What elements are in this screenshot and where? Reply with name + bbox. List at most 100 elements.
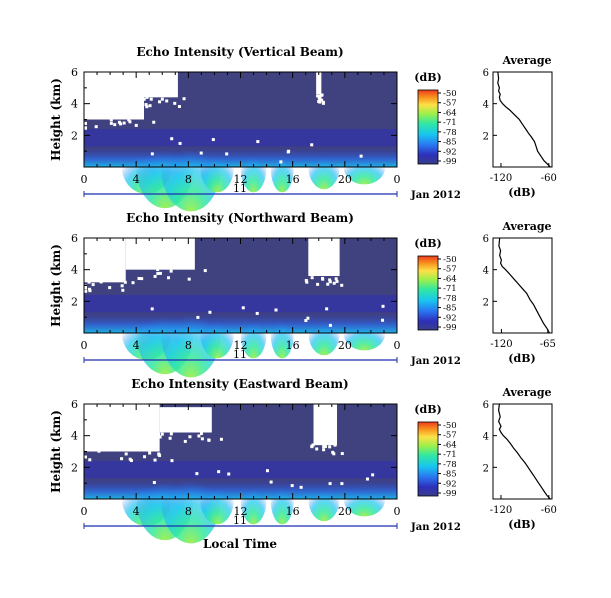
no-echo-speckle [88,289,92,293]
no-echo-speckle [91,283,95,287]
no-echo-speckle [332,281,336,285]
no-echo-speckle [131,281,135,285]
dropout-speckle [306,316,310,320]
no-echo-speckle [142,97,146,101]
no-echo-speckle [108,286,112,290]
x-tick-label: 0 [81,173,88,186]
panel-title: Echo Intensity (Vertical Beam) [136,45,343,59]
colorbar-tick-label: -71 [443,118,457,128]
no-echo-speckle [169,432,173,436]
no-echo-speckle [143,455,147,459]
colorbar-tick-label: -92 [443,479,457,489]
no-echo-speckle [118,268,122,272]
no-echo-speckle [152,120,156,124]
no-echo-speckle [168,436,172,440]
no-echo-speckle [219,437,223,441]
no-echo-region-1 [125,238,195,270]
no-echo-speckle [84,121,87,125]
colorbar-tick-label: -50 [443,255,457,265]
x-tick-label: 16 [286,505,300,518]
no-echo-speckle [119,122,123,126]
no-echo-speckle [94,125,98,129]
no-echo-speckle [318,94,322,98]
x-tick-label: 16 [286,173,300,186]
dropout-speckle [178,141,182,145]
y-tick-label: 2 [71,461,78,474]
no-echo-speckle [124,452,128,456]
no-echo-speckle [305,280,309,284]
colorbar-unit: (dB) [414,237,441,250]
y-tick-label: 2 [71,295,78,308]
y-tick-label: 6 [71,232,78,245]
no-echo-speckle [158,454,162,458]
avg-y-tick-label: 6 [483,400,489,411]
dropout-speckle [328,323,332,327]
avg-title: Average [501,386,551,399]
colorbar-tick-label: -57 [443,99,457,109]
x-tick-label: 12 [234,173,248,186]
no-echo-speckle [84,289,88,293]
dropout-speckle [241,306,245,310]
avg-x-tick-label: -120 [490,505,512,516]
dropout-speckle [255,311,259,315]
y-axis-label: Height (km) [49,410,63,493]
no-echo-speckle [334,277,338,281]
avg-x-tick-label: -60 [541,173,557,184]
no-echo-speckle [97,449,101,453]
colorbar-tick-label: -85 [443,138,457,148]
no-echo-speckle [121,288,125,292]
avg-y-tick-label: 4 [483,266,489,277]
x-tick-label: 20 [338,339,352,352]
dropout-speckle [195,472,199,476]
avg-frame [492,237,553,334]
no-echo-speckle [128,120,132,124]
no-echo-speckle [320,93,324,97]
colorbar-tick-label: -50 [443,421,457,431]
avg-title: Average [501,54,551,67]
x-tick-label: 20 [338,505,352,518]
date-day: 11 [233,514,247,527]
dropout-speckle [279,160,283,164]
dropout-speckle [365,477,369,481]
colorbar-tick-label: -78 [443,128,457,138]
no-echo-speckle [318,100,322,104]
echo-panel-1: Echo Intensity (Northward Beam)0 4 8 12 16 20… [49,211,556,378]
colorbar-tick-label: -99 [443,157,457,167]
no-echo-speckle [117,120,121,124]
colorbar-unit: (dB) [414,403,441,416]
x-tick-label: 0 [394,173,401,186]
dropout-speckle [269,480,273,484]
colorbar-tick-label: -78 [443,460,457,470]
no-echo-speckle [137,276,141,280]
dropout-speckle [227,472,231,476]
no-echo-speckle [320,98,324,102]
dropout-speckle [152,481,156,485]
no-echo-speckle [187,277,191,281]
avg-y-tick-label: 2 [483,463,489,474]
no-echo-speckle [165,99,169,103]
x-tick-label: 16 [286,339,300,352]
avg-y-tick-label: 2 [483,297,489,308]
colorbar-tick-label: -64 [443,274,457,284]
no-echo-speckle [311,443,315,447]
dropout-speckle [256,140,260,144]
colorbar-tick-label: -85 [443,304,457,314]
avg-y-tick-label: 4 [483,100,489,111]
no-echo-speckle [321,277,325,281]
avg-x-label: (dB) [508,186,535,199]
no-echo-speckle [149,97,153,101]
panel-title: Echo Intensity (Northward Beam) [126,211,354,225]
no-echo-speckle [145,95,149,99]
date-day: 11 [233,348,247,361]
no-echo-speckle [328,278,332,282]
no-echo-speckle [158,271,162,275]
colorbar-tick-label: -71 [443,284,457,294]
no-echo-speckle [167,276,171,280]
no-echo-speckle [200,437,204,441]
no-echo-speckle [157,432,161,436]
date-label: Jan 2012 [410,190,461,201]
colorbar-tick-label: -99 [443,323,457,333]
y-tick-label: 6 [71,398,78,411]
dropout-speckle [150,152,154,156]
